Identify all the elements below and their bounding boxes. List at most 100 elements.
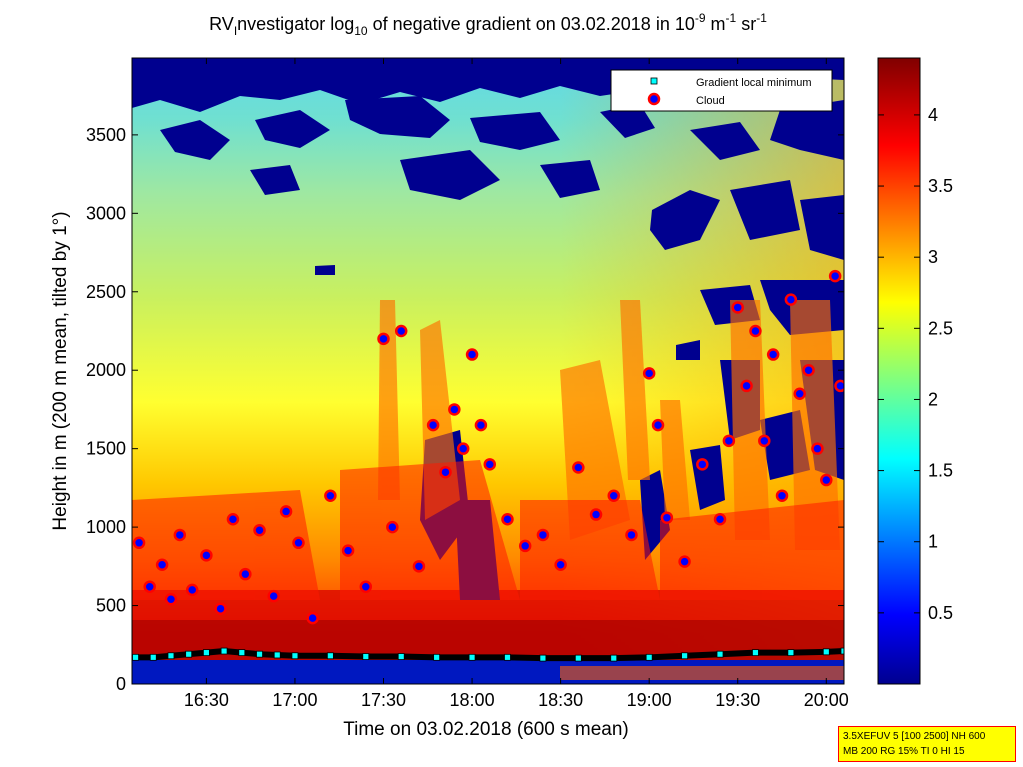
- cloud-point: [279, 505, 293, 518]
- x-tick-label: 20:00: [804, 690, 849, 710]
- x-axis: 16:30 17:00 17:30 18:00 18:30 19:00 19:30 20:00: [184, 58, 849, 710]
- cloud-point: [324, 489, 337, 502]
- cloud-point: [412, 560, 426, 573]
- gradient-minimum-point: [752, 649, 759, 657]
- y-tick-label: 3000: [86, 203, 126, 223]
- cloud-point: [226, 513, 240, 526]
- legend-box: [610, 69, 833, 112]
- gradient-minimum-layer: [132, 647, 844, 662]
- cloud-point: [341, 544, 355, 557]
- y-axis: 0 500 1000 1500 2000 2500 3000 3500: [86, 125, 844, 694]
- cloud-point: [802, 363, 815, 377]
- y-tick-label: 1500: [86, 439, 126, 459]
- y-tick-label: 500: [96, 596, 126, 616]
- colorbar-gradient: [877, 57, 921, 685]
- cloud-point: [448, 403, 461, 416]
- gradient-minimum-point: [822, 648, 830, 656]
- y-tick-label: 2500: [86, 282, 126, 302]
- gradient-minimum-point: [362, 653, 370, 660]
- settings-box: 3.5XEFUV 5 [100 2500] NH 600 MB 200 RG 1…: [838, 726, 1016, 762]
- colorbar-tick-label: 1: [928, 532, 938, 552]
- gradient-minimum-point: [256, 650, 263, 658]
- legend-entry-gradient-minimum: Gradient local minimum: [696, 77, 812, 89]
- cloud-point: [377, 332, 390, 346]
- colorbar-tick-label: 3: [928, 247, 938, 267]
- gradient-minimum-point: [149, 653, 157, 661]
- gradient-minimum-point: [645, 653, 653, 661]
- cloud-point: [394, 324, 408, 338]
- gradient-minimum-point: [132, 653, 139, 661]
- cloud-point: [651, 418, 665, 432]
- x-tick-label: 18:30: [538, 690, 583, 710]
- gradient-minimum-point: [433, 653, 441, 661]
- colorbar-tick-label: 3.5: [928, 176, 953, 196]
- cloud-point: [758, 434, 771, 448]
- cloud-point: [239, 567, 252, 581]
- cloud-point: [811, 442, 824, 455]
- legend-circle-marker: [647, 92, 661, 106]
- cloud-point: [474, 418, 488, 432]
- cloud-point: [465, 348, 479, 361]
- cloud-point: [155, 558, 169, 572]
- cloud-point: [589, 508, 603, 521]
- x-tick-label: 19:30: [715, 690, 760, 710]
- legend-entry-cloud: Cloud: [696, 95, 725, 107]
- cloud-point: [386, 520, 399, 534]
- cloud-point: [536, 528, 550, 542]
- cloud-point: [828, 269, 842, 283]
- gradient-minimum-point: [787, 649, 795, 657]
- cloud-point: [820, 473, 833, 487]
- gradient-minimum-point: [504, 653, 511, 661]
- cloud-point: [292, 536, 305, 550]
- legend: Gradient local minimum Cloud: [610, 69, 833, 112]
- cloud-point: [722, 434, 736, 448]
- x-tick-label: 17:30: [361, 690, 406, 710]
- heatmap-plot-area: [132, 58, 844, 684]
- cloud-point: [501, 513, 514, 526]
- gradient-minimum-point: [610, 654, 618, 662]
- cloud-point: [554, 558, 567, 572]
- cloud-point: [173, 528, 187, 542]
- settings-line-1: 3.5XEFUV 5 [100 2500] NH 600: [843, 731, 986, 742]
- gradient-minimum-point: [238, 649, 246, 657]
- x-tick-label: 17:00: [272, 690, 317, 710]
- cloud-point: [214, 602, 227, 615]
- gradient-minimum-point: [716, 650, 724, 658]
- x-axis-label: Time on 03.02.2018 (600 s mean): [343, 719, 629, 740]
- hot-plumes: [132, 460, 844, 600]
- colorbar-tick-label: 4: [928, 105, 938, 125]
- cloud-point: [483, 458, 497, 471]
- cloud-point: [642, 367, 656, 380]
- plot-frame: [131, 57, 845, 685]
- gradient-minimum-point: [397, 653, 405, 660]
- cloud-point: [625, 528, 638, 542]
- cloud-markers: [132, 269, 844, 625]
- cloud-point: [660, 511, 674, 524]
- cloud-point: [164, 593, 178, 606]
- gradient-minimum-point: [291, 652, 299, 660]
- y-tick-label: 0: [116, 674, 126, 694]
- colorbar-tick-label: 0.5: [928, 603, 953, 623]
- cloud-point: [713, 513, 727, 526]
- cloud-point: [834, 379, 844, 393]
- cloud-point: [426, 418, 440, 432]
- gradient-minimum-point: [574, 654, 582, 662]
- gradient-minimum-point: [167, 652, 175, 660]
- x-tick-label: 16:30: [184, 690, 229, 710]
- gradient-minimum-point: [539, 654, 547, 662]
- cloud-point: [572, 461, 585, 474]
- cloud-point: [132, 536, 146, 550]
- cloud-point: [253, 523, 266, 537]
- colorbar-tick-label: 2.5: [928, 318, 953, 338]
- cloud-point: [518, 539, 532, 553]
- y-tick-label: 1000: [86, 517, 126, 537]
- legend-square-marker: [650, 77, 658, 85]
- x-tick-label: 19:00: [627, 690, 672, 710]
- gradient-minimum-point: [273, 651, 281, 659]
- cloud-point: [267, 589, 280, 603]
- gradient-minimum-point: [220, 647, 228, 655]
- cloud-point: [185, 583, 199, 597]
- cloud-point: [456, 442, 470, 455]
- lowest-layer-warm: [560, 666, 844, 680]
